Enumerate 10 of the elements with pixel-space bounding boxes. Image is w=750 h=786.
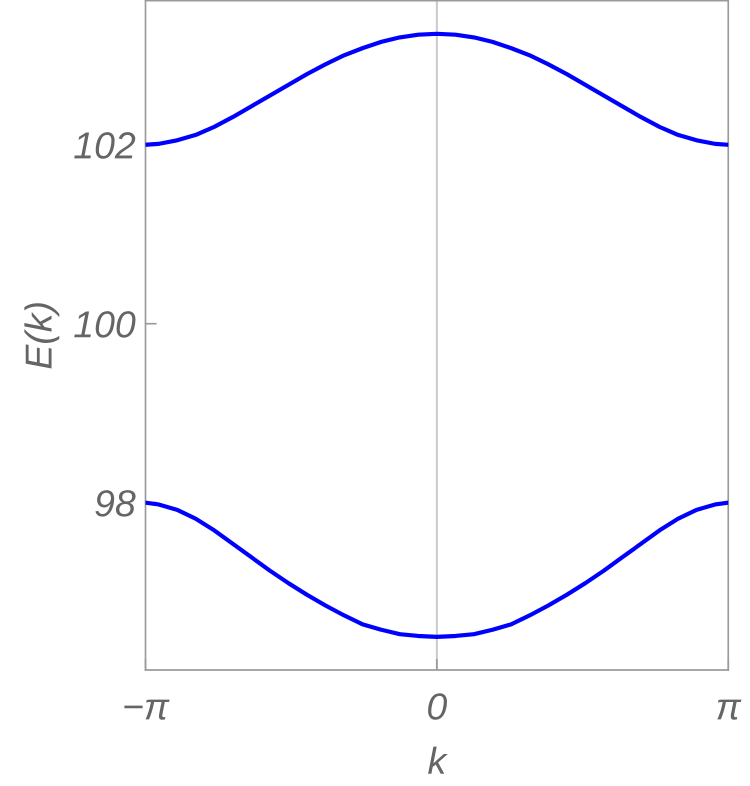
x-axis-title: k [428, 746, 448, 774]
x-tick-label: −π [124, 700, 170, 720]
y-axis-title: E(k) [24, 303, 60, 369]
line-series [146, 32, 728, 147]
y-tick-label: 98 [95, 490, 136, 517]
y-tick-label: 100 [74, 311, 136, 338]
x-tick-label: π [717, 700, 742, 720]
y-tick-label: 102 [74, 132, 136, 159]
x-tick-label: 0 [428, 693, 447, 720]
line-series [146, 500, 728, 639]
